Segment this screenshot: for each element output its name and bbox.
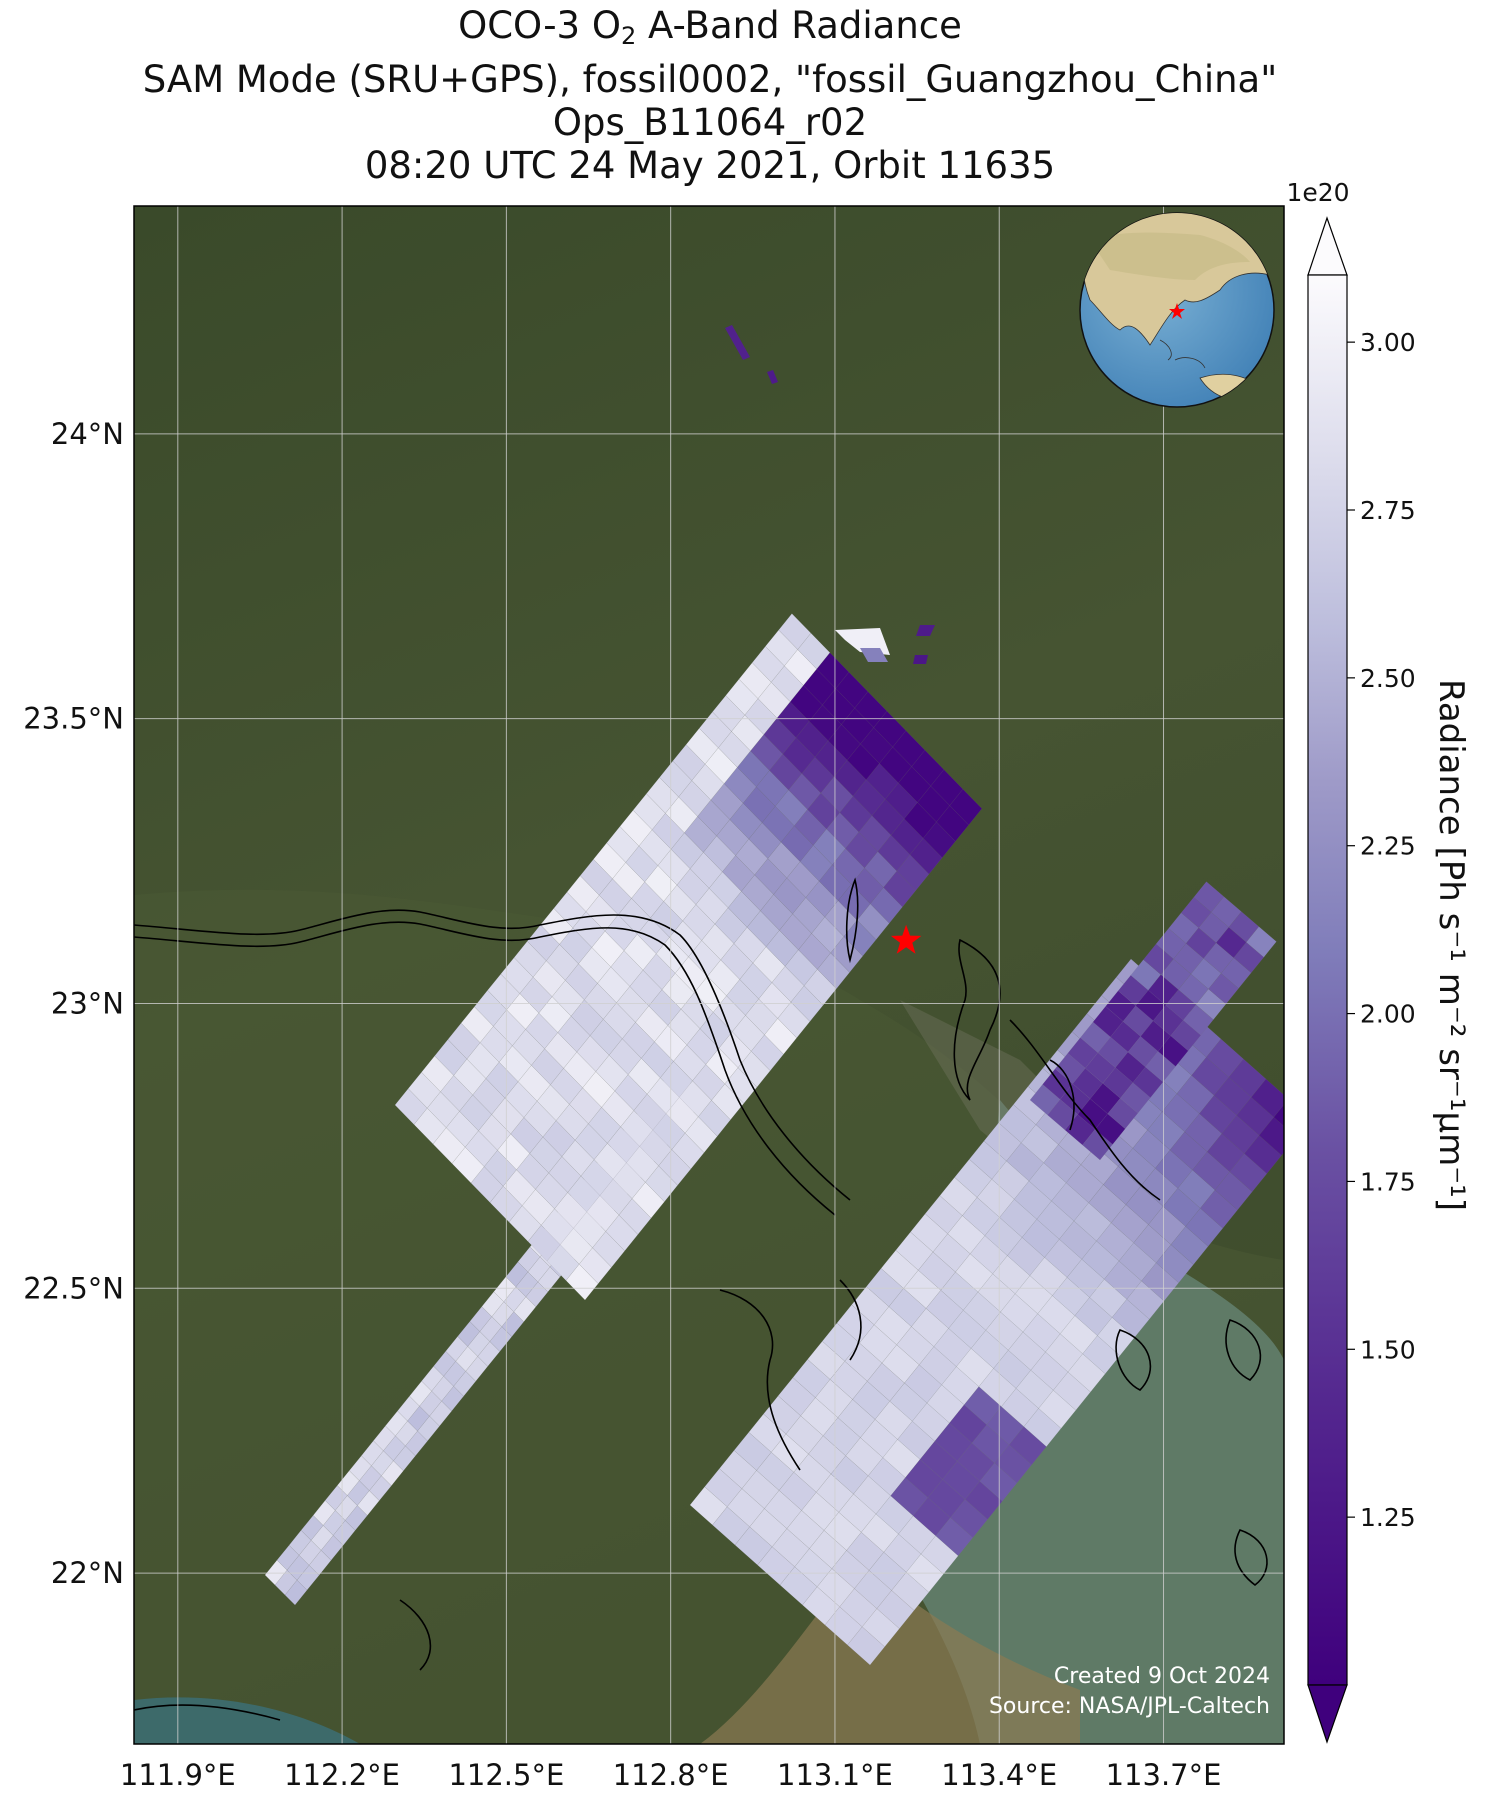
footprint-mid-2: [860, 648, 888, 662]
lat-tick-label: 22.5°N: [23, 1271, 124, 1305]
target-star-marker: [890, 924, 922, 954]
colorbar-tick-label: 2.50: [1360, 664, 1416, 693]
credit-created: Created 9 Oct 2024: [1054, 1664, 1270, 1689]
lon-tick-label: 112.5°E: [448, 1758, 564, 1792]
colorbar-exponent: 1e20: [1286, 178, 1349, 207]
swath-center-west: [394, 613, 983, 1301]
lon-tick-labels: 111.9°E 112.2°E 112.5°E 112.8°E 113.1°E 113.4…: [120, 1758, 1222, 1792]
colorbar-gradient: [1307, 274, 1348, 1686]
title-line-2: SAM Mode (SRU+GPS), fossil0002, "fossil_…: [142, 58, 1278, 101]
globe-target-star: [1169, 303, 1185, 319]
title-line-3: Ops_B11064_r02: [552, 101, 868, 144]
colorbar: 1e20 1.25 1.50 1.75 2.00 2.25 2.50 2.75 3.00 Ra…: [1286, 178, 1471, 1744]
lon-tick-label: 113.4°E: [941, 1758, 1057, 1792]
colorbar-tick-label: 2.00: [1360, 1000, 1416, 1029]
lon-tick-label: 113.7°E: [1106, 1758, 1222, 1792]
colorbar-tick-label: 1.50: [1360, 1335, 1416, 1364]
coast-channel-2: [839, 1279, 862, 1361]
target-marker-layer: [890, 924, 922, 954]
title-line-1: OCO-3 O2 A-Band Radiance: [458, 4, 962, 50]
lat-tick-label: 24°N: [51, 417, 124, 451]
footprint-north-1: [725, 325, 750, 360]
chart-title: OCO-3 O2 A-Band Radiance SAM Mode (SRU+G…: [0, 4, 1420, 187]
colorbar-tick-label: 3.00: [1360, 328, 1416, 357]
radiance-swaths: [264, 325, 1284, 1666]
colorbar-extend-min: [1307, 1684, 1348, 1744]
footprint-north-2: [767, 370, 778, 384]
graticule: [134, 206, 1284, 1744]
river-xi-south: [134, 921, 836, 1216]
colorbar-tick-label: 1.75: [1360, 1167, 1416, 1196]
map-frame: [133, 205, 1285, 1745]
title-line-4: 08:20 UTC 24 May 2021, Orbit 11635: [364, 144, 1056, 187]
inset-globe: [1079, 212, 1275, 408]
coast-pearl-2: [1049, 1059, 1075, 1131]
colorbar-tick-label: 1.25: [1360, 1503, 1416, 1532]
lat-tick-label: 23°N: [51, 986, 124, 1020]
island-1: [845, 877, 859, 961]
credit-source: Source: NASA/JPL-Caltech: [989, 1694, 1270, 1719]
coast-pearl: [1009, 1019, 1161, 1201]
island-3: [1225, 1319, 1262, 1381]
lon-tick-label: 111.9°E: [120, 1758, 236, 1792]
lon-tick-label: 112.8°E: [613, 1758, 729, 1792]
sea-sw: [134, 1697, 360, 1744]
footprint-mid-3: [916, 625, 935, 636]
coast-channel-sw: [719, 1289, 801, 1471]
swath-east: [1029, 881, 1277, 1161]
swath-center-east: [689, 958, 1284, 1666]
lat-tick-label: 22°N: [51, 1556, 124, 1590]
lat-tick-label: 23.5°N: [23, 702, 124, 736]
coast-w: [134, 1704, 281, 1721]
colorbar-tick-label: 2.75: [1360, 496, 1416, 525]
island-2: [1115, 1329, 1152, 1391]
colorbar-label: Radiance [Ph s⁻¹ m⁻² sr⁻¹μm⁻¹]: [1431, 679, 1471, 1211]
lon-tick-label: 113.1°E: [777, 1758, 893, 1792]
footprint-mid-4: [913, 655, 928, 664]
coast-sw: [399, 1599, 432, 1671]
lon-tick-label: 112.2°E: [284, 1758, 400, 1792]
lat-tick-labels: 22°N 22.5°N 23°N 23.5°N 24°N: [23, 417, 124, 1590]
river-xi-north: [134, 909, 851, 1201]
colorbar-extend-max: [1307, 216, 1348, 276]
colorbar-tick-label: 2.25: [1360, 832, 1416, 861]
sediment-plume: [700, 1560, 1080, 1744]
estuary-water: [860, 1100, 1284, 1744]
island-4: [1234, 1529, 1268, 1587]
